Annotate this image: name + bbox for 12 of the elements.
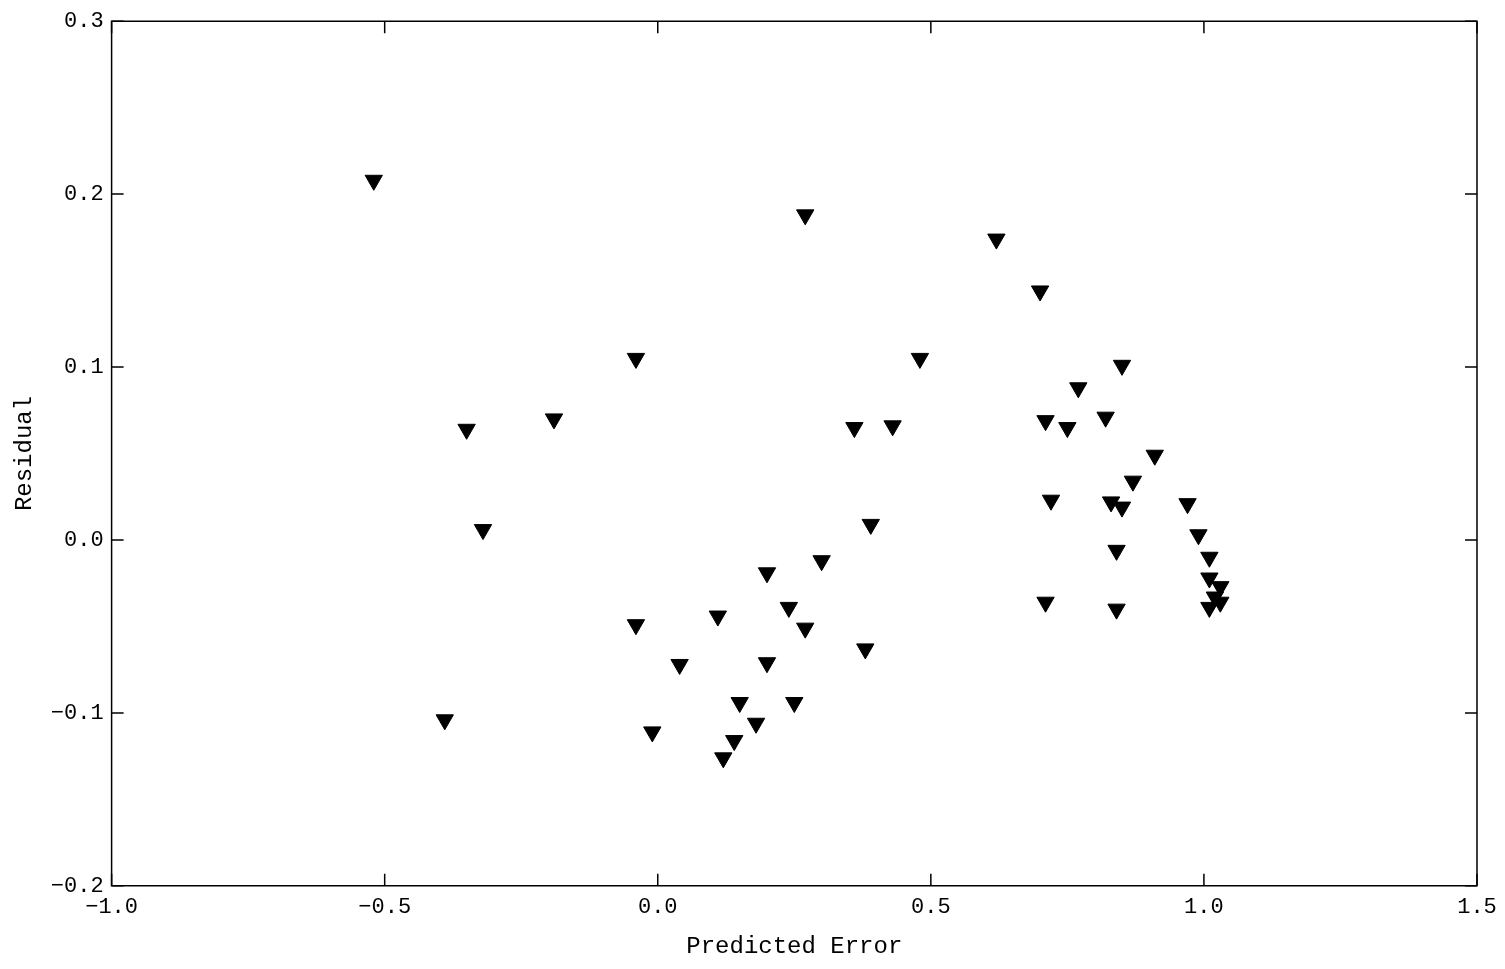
x-tick-label: 1.5: [1457, 894, 1497, 920]
x-tick-label: 0.5: [911, 894, 951, 920]
x-tick-label: 1.0: [1184, 894, 1224, 920]
y-tick-label: 0.0: [64, 527, 104, 553]
y-tick-label: 0.3: [64, 9, 104, 35]
y-tick-label: 0.2: [64, 181, 104, 207]
x-tick-label: −0.5: [358, 894, 412, 920]
x-tick-label: 0.0: [637, 894, 678, 920]
y-tick-label: −0.1: [50, 700, 104, 726]
y-axis-title: Residual: [10, 395, 38, 512]
x-axis-title: Predicted Error: [686, 932, 903, 960]
y-tick-label: 0.1: [64, 354, 104, 380]
